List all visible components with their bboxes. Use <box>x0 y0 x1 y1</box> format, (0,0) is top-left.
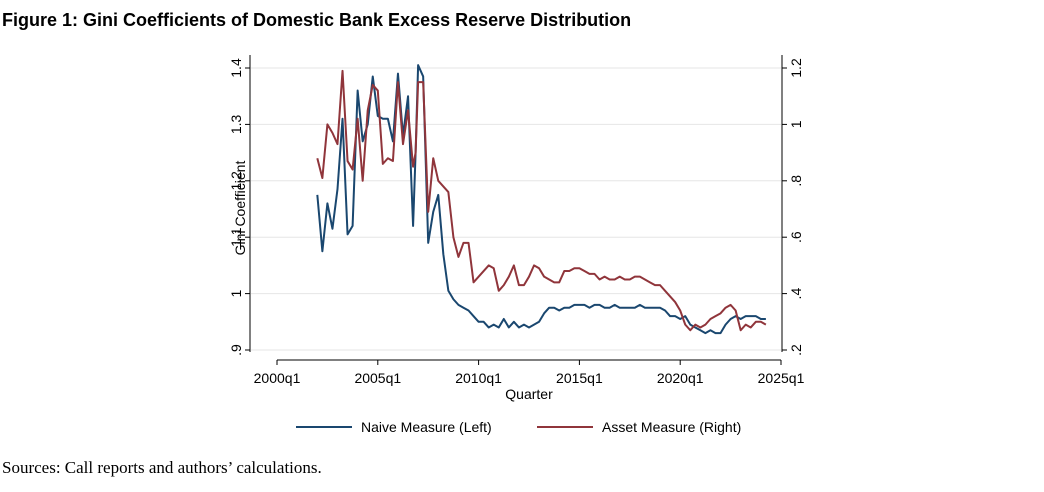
series-line-naive <box>316 64 766 335</box>
right-y-tick-label-4: 1 <box>788 120 804 128</box>
left-y-tick-label-1: 1 <box>228 289 244 297</box>
gridlines <box>251 67 781 351</box>
left-y-axis-label: Gini Coefficient <box>232 161 248 256</box>
x-tick-label-4: 2020q1 <box>657 370 704 386</box>
right-y-tick-label-3: .8 <box>788 175 804 187</box>
series-line-asset <box>316 69 767 332</box>
x-tick-label-1: 2005q1 <box>354 370 401 386</box>
x-tick-label-3: 2015q1 <box>556 370 603 386</box>
legend: Naive Measure (Left) Asset Measure (Righ… <box>296 419 741 435</box>
x-tick-label-5: 2025q1 <box>758 370 805 386</box>
left-y-tick-label-2: 1.1 <box>228 227 244 247</box>
right-y-tick-label-2: .6 <box>788 231 804 243</box>
legend-label-asset: Asset Measure (Right) <box>602 419 741 435</box>
left-y-tick-label-3: 1.2 <box>228 171 244 191</box>
x-tick-label-0: 2000q1 <box>254 370 301 386</box>
sources-note: Sources: Call reports and authors’ calcu… <box>2 458 322 477</box>
figure-title: Figure 1: Gini Coefficients of Domestic … <box>2 10 632 30</box>
left-y-tick-label-4: 1.3 <box>228 114 244 134</box>
left-y-tick-label-0: .9 <box>228 344 244 356</box>
series-lines <box>316 64 767 335</box>
right-y-ticks: .2 .4 .6 .8 1 1.2 <box>782 58 804 356</box>
right-y-tick-label-1: .4 <box>788 288 804 300</box>
left-y-tick-label-5: 1.4 <box>228 58 244 78</box>
x-axis-label: Quarter <box>505 386 553 402</box>
legend-label-naive: Naive Measure (Left) <box>361 419 492 435</box>
x-ticks: 2000q1 2005q1 2010q1 2015q1 2020q1 2025q1 <box>254 360 805 386</box>
left-y-ticks: .9 1 1.1 1.2 1.3 1.4 <box>228 58 250 356</box>
right-y-tick-label-5: 1.2 <box>788 58 804 78</box>
right-y-tick-label-0: .2 <box>788 344 804 356</box>
x-tick-label-2: 2010q1 <box>455 370 502 386</box>
